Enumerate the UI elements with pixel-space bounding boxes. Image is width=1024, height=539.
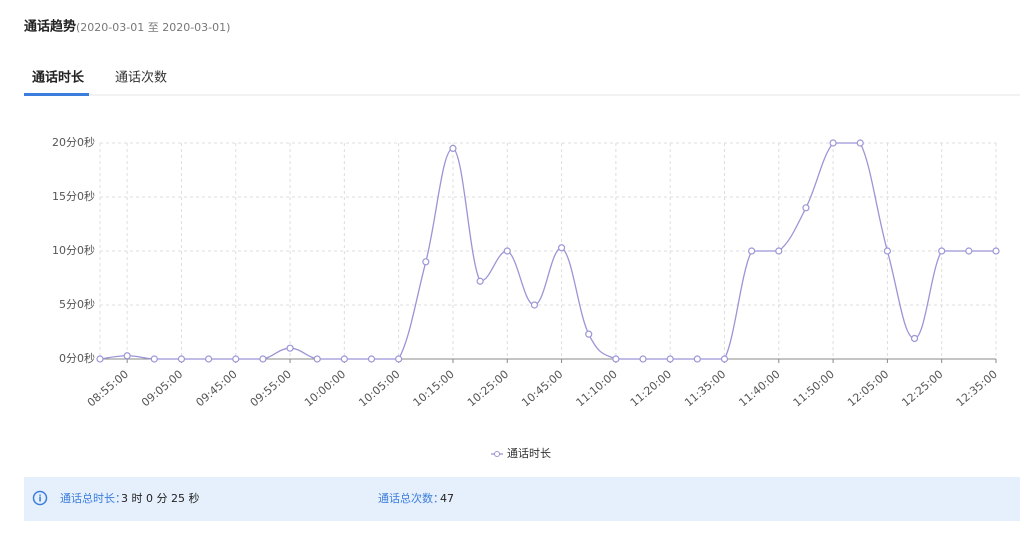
point bbox=[313, 355, 321, 363]
point bbox=[449, 144, 457, 152]
x-tick-label: 10:15:00 bbox=[411, 368, 457, 410]
y-tick-label: 0分0秒 bbox=[59, 351, 95, 365]
x-tick-label: 10:00:00 bbox=[302, 368, 348, 410]
x-tick-label: 09:05:00 bbox=[139, 368, 185, 410]
summary-label: 通话总时长： bbox=[60, 491, 126, 505]
legend-marker bbox=[494, 451, 500, 457]
point bbox=[992, 247, 1000, 255]
title: 通话趋势 bbox=[24, 19, 76, 35]
summary-label: 通话总次数： bbox=[378, 491, 444, 505]
point bbox=[612, 355, 620, 363]
x-tick-label: 12:05:00 bbox=[845, 368, 891, 410]
tab[interactable]: 通话次数 bbox=[115, 70, 167, 86]
x-tick-label: 09:45:00 bbox=[193, 368, 239, 410]
x-tick-label: 10:05:00 bbox=[356, 368, 402, 410]
point bbox=[123, 352, 131, 360]
point bbox=[557, 244, 566, 252]
point bbox=[829, 139, 837, 147]
x-tick-label: 09:55:00 bbox=[248, 368, 294, 410]
point bbox=[422, 258, 430, 266]
point bbox=[639, 355, 647, 363]
point bbox=[748, 247, 756, 255]
point bbox=[177, 355, 186, 363]
point bbox=[259, 355, 267, 363]
point bbox=[286, 344, 294, 352]
point bbox=[856, 139, 864, 147]
x-tick-label: 12:25:00 bbox=[899, 368, 945, 410]
x-tick-label: 10:45:00 bbox=[519, 368, 565, 410]
tab[interactable]: 通话时长 bbox=[32, 70, 85, 86]
legend-label: 通话时长 bbox=[507, 447, 551, 460]
info-icon bbox=[32, 490, 48, 506]
x-tick-label: 11:50:00 bbox=[791, 368, 837, 410]
x-tick-label: 11:20:00 bbox=[628, 368, 674, 410]
summary-bar bbox=[24, 477, 1020, 521]
tab-indicator bbox=[24, 93, 89, 96]
point bbox=[802, 204, 810, 212]
x-tick-label: 11:10:00 bbox=[574, 368, 620, 410]
point bbox=[340, 355, 348, 363]
y-tick-label: 5分0秒 bbox=[59, 297, 95, 311]
point bbox=[585, 330, 593, 338]
summary-value: 47 bbox=[440, 492, 454, 505]
point bbox=[150, 355, 158, 363]
x-tick-label: 11:35:00 bbox=[682, 368, 728, 410]
x-tick-label: 11:40:00 bbox=[736, 368, 782, 410]
point bbox=[910, 334, 919, 343]
point bbox=[720, 355, 729, 363]
point bbox=[232, 355, 240, 363]
point bbox=[883, 247, 891, 255]
point bbox=[205, 355, 213, 363]
point bbox=[530, 301, 539, 309]
point bbox=[965, 247, 973, 255]
point bbox=[693, 355, 701, 363]
x-tick-label: 10:25:00 bbox=[465, 368, 511, 410]
point bbox=[503, 247, 511, 255]
point bbox=[938, 247, 946, 255]
x-tick-label: 08:55:00 bbox=[85, 368, 131, 410]
y-tick-label: 10分0秒 bbox=[52, 243, 95, 257]
point bbox=[666, 355, 674, 363]
summary-value: 3 时 0 分 25 秒 bbox=[121, 491, 199, 505]
y-tick-label: 20分0秒 bbox=[52, 135, 95, 149]
date-range: (2020-03-01 至 2020-03-01) bbox=[76, 21, 230, 34]
point bbox=[395, 355, 403, 363]
point bbox=[476, 277, 484, 285]
y-tick-label: 15分0秒 bbox=[52, 189, 95, 203]
point bbox=[367, 355, 376, 363]
info-icon-glyph: i bbox=[38, 495, 41, 505]
point bbox=[775, 247, 783, 255]
point bbox=[96, 355, 104, 363]
x-tick-label: 12:35:00 bbox=[954, 368, 1000, 410]
